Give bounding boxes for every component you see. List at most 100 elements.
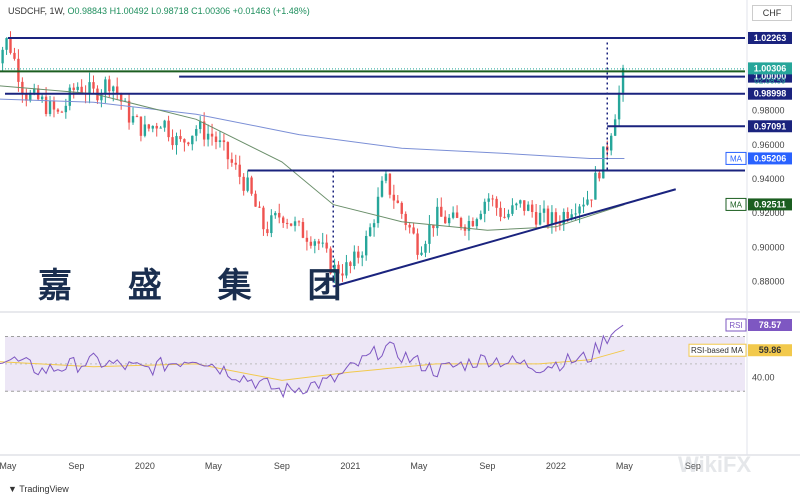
candle-body <box>289 223 293 226</box>
candle-body <box>234 162 237 165</box>
candle-body <box>108 79 111 92</box>
y-tick-label: 0.96000 <box>752 140 785 150</box>
candle-body <box>444 216 447 224</box>
candle-body <box>76 86 79 90</box>
candle-body <box>451 212 455 218</box>
candle-body <box>191 135 194 145</box>
candle-body <box>281 217 285 223</box>
candle-body <box>325 242 328 249</box>
candle-body <box>222 140 226 143</box>
candle-body <box>25 93 28 101</box>
watermark-text: 嘉 盛 集 团 <box>38 266 364 306</box>
ma-name-tag: MA <box>730 154 743 163</box>
candle-body <box>621 67 625 93</box>
candle-body <box>511 205 514 214</box>
candle-body <box>60 111 64 113</box>
candle-body <box>155 125 158 129</box>
candle-body <box>440 206 443 217</box>
support-trendline <box>332 188 677 288</box>
candle-body <box>515 203 518 206</box>
candle-body <box>408 224 411 228</box>
candle-body <box>574 213 577 215</box>
candle-body <box>40 96 44 100</box>
candle-body <box>195 129 198 136</box>
candle-body <box>9 38 12 53</box>
candle-body <box>384 173 388 181</box>
candle-body <box>519 200 522 204</box>
rsi-ma-line <box>0 349 625 381</box>
candle-body <box>372 223 376 228</box>
candle-body <box>266 229 269 234</box>
candle-body <box>598 172 601 179</box>
candle-body <box>274 212 277 216</box>
x-tick-label: May <box>0 461 17 471</box>
candle-body <box>104 79 107 94</box>
ma-value-tag: 0.92511 <box>754 199 786 209</box>
candle-body <box>127 100 131 123</box>
level-price-tag: 0.97091 <box>754 121 787 131</box>
candle-body <box>297 221 301 223</box>
candle-body <box>116 86 119 95</box>
candle-body <box>349 262 352 266</box>
x-tick-label: 2022 <box>546 461 566 471</box>
candle-body <box>258 206 261 208</box>
ma-value-tag-bg <box>748 198 792 211</box>
level-price-tag-bg <box>748 31 792 44</box>
candle-body <box>218 140 222 143</box>
candle-body <box>171 137 174 146</box>
candle-body <box>313 241 317 246</box>
candle-body <box>617 92 621 120</box>
ma-fast-line <box>0 85 625 231</box>
x-tick-label: Sep <box>274 461 290 471</box>
candle-body <box>88 82 91 95</box>
candle-body <box>602 146 605 179</box>
last-price-tag: 1.00306 <box>754 63 787 73</box>
candle-body <box>527 204 530 211</box>
candle-body <box>92 82 95 89</box>
candle-body <box>135 116 139 118</box>
candle-body <box>309 241 313 246</box>
symbol-label[interactable]: USDCHF, 1W, <box>8 6 66 16</box>
x-tick-label: Sep <box>479 461 495 471</box>
rsi-ma-name-tag-bg <box>688 343 747 357</box>
x-tick-label: May <box>616 461 634 471</box>
candle-body <box>546 208 550 225</box>
candle-body <box>1 49 4 64</box>
candle-body <box>507 213 510 218</box>
candle-body <box>523 200 526 211</box>
candle-body <box>321 242 324 244</box>
candle-body <box>412 227 415 234</box>
ma-name-tag-bg <box>725 197 747 211</box>
candle-body <box>112 86 115 92</box>
candle-body <box>479 213 482 220</box>
candle-body <box>206 133 210 140</box>
rsi-name-tag: RSI <box>729 321 742 330</box>
candle-body <box>52 100 56 110</box>
rsi-value-tag: 78.57 <box>759 320 782 330</box>
chart-header: USDCHF, 1W, O0.98843 H1.00492 L0.98718 C… <box>8 6 310 16</box>
candle-body <box>364 235 368 256</box>
candle-body <box>230 159 234 163</box>
candle-body <box>48 100 52 114</box>
candle-body <box>293 221 297 226</box>
candle-body <box>353 251 356 266</box>
candle-body <box>285 222 289 224</box>
candle-body <box>210 133 214 137</box>
candle-body <box>432 224 435 229</box>
candle-body <box>582 204 585 207</box>
candle-body <box>147 124 151 129</box>
candle-body <box>436 206 439 229</box>
tv-icon: ▼ <box>8 484 17 494</box>
ma-name-tag: MA <box>730 200 743 209</box>
candle-body <box>5 38 8 50</box>
candle-body <box>404 213 407 225</box>
candle-body <box>610 135 613 151</box>
level-price-tag-bg <box>748 120 792 133</box>
candle-body <box>459 217 463 227</box>
candle-body <box>167 120 170 138</box>
ma-value-tag-bg <box>748 152 792 165</box>
candle-body <box>187 142 190 145</box>
candle-body <box>416 233 419 255</box>
candle-body <box>530 204 534 213</box>
